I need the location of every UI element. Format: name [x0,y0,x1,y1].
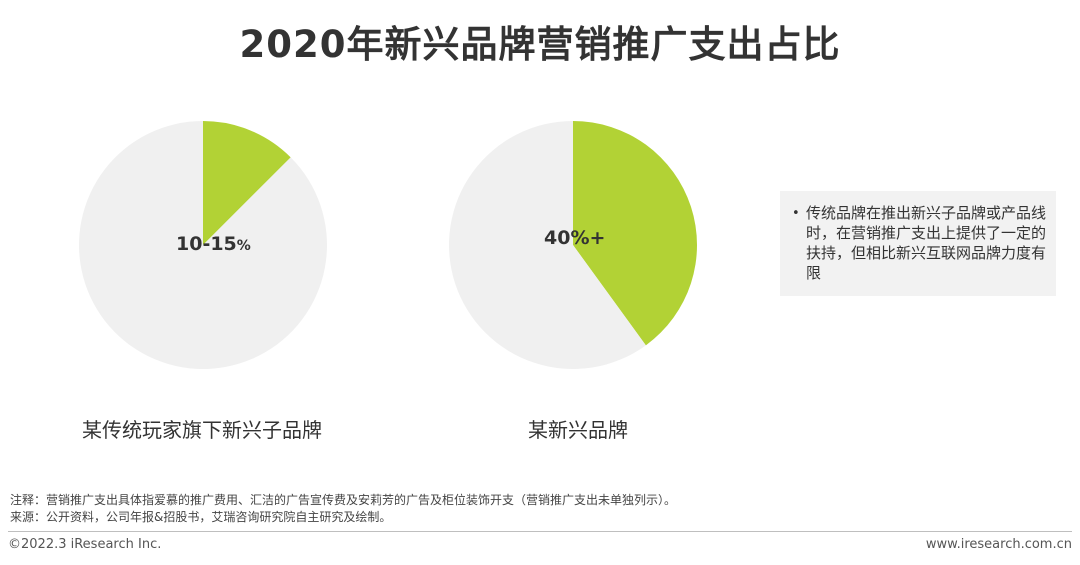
page-title: 2020年新兴品牌营销推广支出占比 [239,23,841,66]
pie-1-caption: 某传统玩家旗下新兴子品牌 [82,418,322,442]
pie-2-center-label: 40%+ [544,227,605,249]
pie-chart-1 [78,120,328,370]
pie-1-slice-0 [203,121,291,245]
pie-1-center-value: 10-15 [176,233,237,255]
pie-2-svg [448,121,697,369]
footer-website: www.iresearch.com.cn [925,537,1072,552]
pie-1-center-unit: % [236,238,251,254]
footer-divider [8,531,1072,532]
note-text: 传统品牌在推出新兴子品牌或产品线时，在营销推广支出上提供了一定的扶持，但相比新兴… [806,204,1047,282]
note-box: • 传统品牌在推出新兴子品牌或产品线时，在营销推广支出上提供了一定的扶持，但相比… [780,191,1056,296]
pie-chart-2 [448,120,698,370]
pie-1-center-label: 10-15% [176,233,251,255]
pie-1-slice-1 [78,121,327,369]
pie-2-slice-1 [448,121,646,369]
pie-1-svg [78,121,327,369]
pie-2-slice-0 [573,121,697,346]
footnote-note: 注释：营销推广支出具体指爱慕的推广费用、汇洁的广告宣传费及安莉芳的广告及柜位装饰… [10,493,677,507]
footer-copyright: ©2022.3 iResearch Inc. [8,537,162,552]
bullet-icon: • [792,206,800,221]
pie-2-caption: 某新兴品牌 [528,418,628,442]
footnote-source: 来源：公开资料，公司年报&招股书，艾瑞咨询研究院自主研究及绘制。 [10,510,392,524]
pie-2-center-value: 40%+ [544,227,606,249]
